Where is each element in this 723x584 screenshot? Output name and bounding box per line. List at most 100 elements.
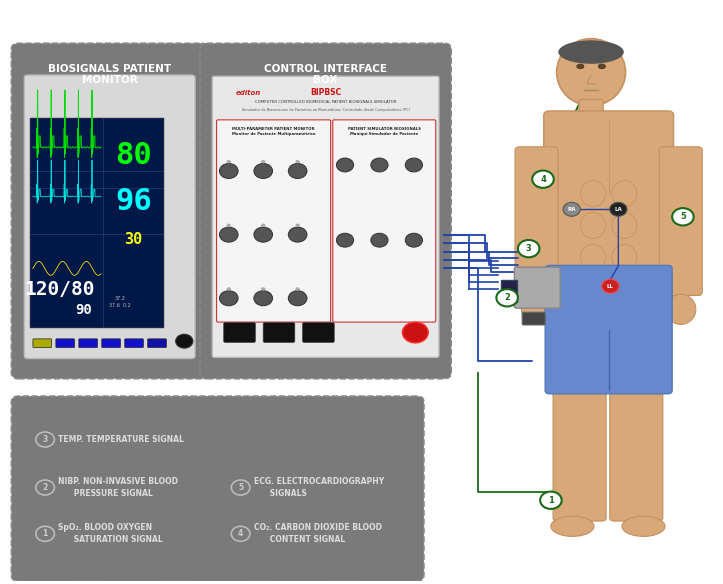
Text: 120/80: 120/80 xyxy=(24,280,95,299)
FancyBboxPatch shape xyxy=(579,99,603,129)
FancyBboxPatch shape xyxy=(12,43,209,379)
Circle shape xyxy=(563,202,581,216)
Text: MULTI-PARAMETER PATIENT MONITOR
Monitor de Paciente Multiparamétrico: MULTI-PARAMETER PATIENT MONITOR Monitor … xyxy=(232,127,315,135)
Circle shape xyxy=(296,287,300,291)
Text: 4: 4 xyxy=(540,175,546,184)
Ellipse shape xyxy=(622,516,665,536)
FancyBboxPatch shape xyxy=(609,378,663,521)
Circle shape xyxy=(288,291,307,306)
Text: 2: 2 xyxy=(504,293,510,303)
Text: 37.2
37.6  0.2: 37.2 37.6 0.2 xyxy=(109,296,131,308)
Text: COMPUTER CONTROLLED BIOMEDICAL PATIENT BIOSIGNALS SIMULATOR: COMPUTER CONTROLLED BIOMEDICAL PATIENT B… xyxy=(255,100,396,104)
Circle shape xyxy=(254,227,273,242)
Circle shape xyxy=(176,334,193,348)
Ellipse shape xyxy=(558,40,624,64)
Circle shape xyxy=(220,291,238,306)
Text: 96: 96 xyxy=(115,187,152,216)
Circle shape xyxy=(296,224,300,227)
Circle shape xyxy=(226,224,231,227)
Circle shape xyxy=(261,160,265,164)
FancyBboxPatch shape xyxy=(515,147,558,296)
FancyBboxPatch shape xyxy=(79,339,98,347)
Text: 80: 80 xyxy=(115,141,152,171)
FancyBboxPatch shape xyxy=(502,280,517,302)
Circle shape xyxy=(254,164,273,179)
FancyBboxPatch shape xyxy=(553,378,606,521)
Circle shape xyxy=(226,160,231,164)
FancyBboxPatch shape xyxy=(30,119,163,326)
Circle shape xyxy=(532,171,554,188)
Text: 1: 1 xyxy=(548,496,554,505)
Circle shape xyxy=(296,160,300,164)
Text: LA: LA xyxy=(615,207,623,212)
Circle shape xyxy=(406,233,422,247)
Circle shape xyxy=(336,158,354,172)
Text: PATIENT SIMULATOR BIOSIGNALS
Maniqui Simulador de Paciente: PATIENT SIMULATOR BIOSIGNALS Maniqui Sim… xyxy=(348,127,421,135)
FancyBboxPatch shape xyxy=(223,322,255,342)
Circle shape xyxy=(261,224,265,227)
Circle shape xyxy=(497,289,518,307)
Ellipse shape xyxy=(521,294,552,324)
FancyBboxPatch shape xyxy=(333,120,436,322)
FancyBboxPatch shape xyxy=(545,265,672,394)
Circle shape xyxy=(371,233,388,247)
FancyBboxPatch shape xyxy=(213,77,439,357)
Circle shape xyxy=(226,287,231,291)
Circle shape xyxy=(371,158,388,172)
FancyBboxPatch shape xyxy=(514,267,560,308)
Circle shape xyxy=(609,202,627,216)
Circle shape xyxy=(540,492,562,509)
Text: CONTROL INTERFACE
BOX: CONTROL INTERFACE BOX xyxy=(264,64,387,85)
Circle shape xyxy=(288,227,307,242)
FancyBboxPatch shape xyxy=(522,312,545,325)
Text: 1: 1 xyxy=(43,529,48,538)
Text: 5: 5 xyxy=(680,213,686,221)
Circle shape xyxy=(220,164,238,179)
Ellipse shape xyxy=(557,39,625,106)
Text: 3: 3 xyxy=(526,244,531,253)
FancyBboxPatch shape xyxy=(12,396,424,581)
Text: SpO₂. BLOOD OXYGEN
      SATURATION SIGNAL: SpO₂. BLOOD OXYGEN SATURATION SIGNAL xyxy=(58,523,163,544)
Text: NIBP. NON-INVASIVE BLOOD
      PRESSURE SIGNAL: NIBP. NON-INVASIVE BLOOD PRESSURE SIGNAL xyxy=(58,477,178,498)
Text: BIPBSC: BIPBSC xyxy=(310,88,341,98)
Text: ECG. ELECTROCARDIOGRAPHY
      SIGNALS: ECG. ELECTROCARDIOGRAPHY SIGNALS xyxy=(254,477,384,498)
Text: 3: 3 xyxy=(43,435,48,444)
FancyBboxPatch shape xyxy=(200,43,451,379)
FancyBboxPatch shape xyxy=(102,339,121,347)
Circle shape xyxy=(254,291,273,306)
Text: BIOSIGNALS PATIENT
MONITOR: BIOSIGNALS PATIENT MONITOR xyxy=(48,64,171,85)
FancyBboxPatch shape xyxy=(56,339,74,347)
Circle shape xyxy=(518,240,539,258)
Circle shape xyxy=(261,287,265,291)
FancyBboxPatch shape xyxy=(125,339,143,347)
Circle shape xyxy=(406,158,422,172)
Circle shape xyxy=(220,227,238,242)
FancyBboxPatch shape xyxy=(147,339,166,347)
Circle shape xyxy=(403,322,428,343)
Circle shape xyxy=(288,164,307,179)
Text: 2: 2 xyxy=(43,483,48,492)
FancyBboxPatch shape xyxy=(25,75,195,359)
Text: RA: RA xyxy=(568,207,576,212)
FancyBboxPatch shape xyxy=(659,147,702,296)
FancyBboxPatch shape xyxy=(217,120,330,322)
Text: CO₂. CARBON DIOXIDE BLOOD
      CONTENT SIGNAL: CO₂. CARBON DIOXIDE BLOOD CONTENT SIGNAL xyxy=(254,523,382,544)
Ellipse shape xyxy=(598,64,605,69)
Ellipse shape xyxy=(551,516,594,536)
Circle shape xyxy=(602,279,619,293)
Text: 90: 90 xyxy=(74,303,92,317)
Circle shape xyxy=(336,233,354,247)
Text: 5: 5 xyxy=(238,483,243,492)
Text: 30: 30 xyxy=(124,232,142,247)
Text: TEMP. TEMPERATURE SIGNAL: TEMP. TEMPERATURE SIGNAL xyxy=(58,435,184,444)
Text: LL: LL xyxy=(607,284,614,288)
FancyBboxPatch shape xyxy=(544,111,674,285)
Text: Simulador de Biosensores de Pacientes en Biomedicina, Controlado desde Computado: Simulador de Biosensores de Pacientes en… xyxy=(241,108,409,112)
Text: editon: editon xyxy=(236,89,261,96)
FancyBboxPatch shape xyxy=(263,322,295,342)
Circle shape xyxy=(672,208,693,225)
Ellipse shape xyxy=(577,64,584,69)
Text: 4: 4 xyxy=(238,529,243,538)
Ellipse shape xyxy=(666,294,696,324)
FancyBboxPatch shape xyxy=(33,339,51,347)
